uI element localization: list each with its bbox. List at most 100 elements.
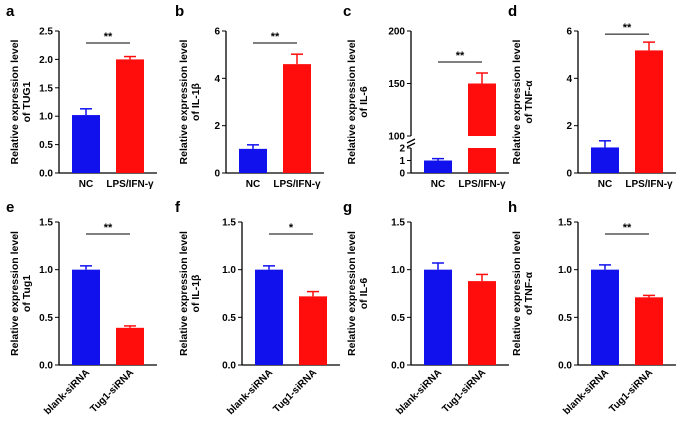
bar bbox=[635, 297, 663, 365]
y-tick-label: 4 bbox=[214, 74, 220, 85]
bar bbox=[424, 160, 452, 173]
x-tick-label: Tug1-siRNA bbox=[440, 367, 488, 415]
y-axis-label-line1: Relative expression level bbox=[346, 231, 358, 356]
x-tick-label: blank-siRNA bbox=[42, 367, 92, 417]
y-axis-label-line2: of TNF-α bbox=[523, 80, 535, 124]
bar bbox=[591, 147, 619, 173]
bar bbox=[299, 296, 327, 365]
y-axis-label-line1: Relative expression level bbox=[346, 39, 358, 164]
x-tick-label: LPS/IFN-γ bbox=[273, 179, 321, 190]
y-axis-label-line2: of IL-6 bbox=[358, 278, 370, 310]
bar bbox=[116, 59, 144, 173]
y-tick-label: 1.5 bbox=[39, 218, 53, 229]
y-axis-label: Relative expression levelof TNF-α bbox=[511, 231, 535, 356]
y-axis-label-line1: Relative expression level bbox=[511, 39, 523, 164]
y-axis-label: Relative expression levelof IL-1β bbox=[178, 231, 202, 356]
y-axis-label-line1: Relative expression level bbox=[178, 231, 190, 356]
x-tick-label: NC bbox=[598, 179, 612, 190]
x-tick-label: NC bbox=[431, 179, 445, 190]
panel-letter: e bbox=[6, 199, 14, 216]
y-tick-label: 0.5 bbox=[558, 313, 572, 324]
y-tick-label: 2.0 bbox=[39, 55, 53, 66]
y-tick-label: 100 bbox=[388, 132, 405, 143]
y-axis-label-line2: of TUG1 bbox=[21, 81, 33, 122]
y-axis-label-line1: Relative expression level bbox=[511, 231, 523, 356]
y-tick-label: 200 bbox=[388, 27, 405, 38]
x-tick-label: Tug1-siRNA bbox=[607, 367, 655, 415]
y-tick-label: 1.0 bbox=[39, 112, 53, 123]
x-tick-label: NC bbox=[79, 179, 93, 190]
x-tick-label: Tug1-siRNA bbox=[271, 367, 319, 415]
x-tick-label: blank-siRNA bbox=[394, 367, 444, 417]
panel-letter: c bbox=[343, 3, 351, 20]
chart-panel-h: h Relative expression levelof TNF-α 0.0 0.5… bbox=[508, 199, 676, 417]
chart-panel-e: e Relative expression levelof Tug1 0.0 0.5 1… bbox=[6, 199, 157, 417]
bar-lower-segment bbox=[468, 148, 496, 173]
bar bbox=[283, 64, 311, 173]
y-tick-label: 150 bbox=[388, 79, 405, 90]
y-axis-label: Relative expression levelof IL-6 bbox=[346, 39, 370, 164]
y-tick-label: 2 bbox=[566, 121, 572, 132]
panel-letter: d bbox=[508, 3, 517, 20]
x-tick-label: NC bbox=[246, 179, 260, 190]
significance-marker: ** bbox=[456, 50, 465, 62]
y-axis-label-line2: of IL-1β bbox=[190, 274, 202, 312]
y-tick-label: 2 bbox=[399, 144, 405, 155]
y-axis-label: Relative expression levelof Tug1 bbox=[9, 231, 33, 356]
panel-letter: a bbox=[6, 3, 15, 20]
panel-letter: b bbox=[175, 3, 184, 20]
y-tick-label: 1.5 bbox=[391, 218, 405, 229]
y-axis-label-line1: Relative expression level bbox=[9, 231, 21, 356]
chart-panel-b: b Relative expression levelof IL-1β 0 2 4 6 NC… bbox=[175, 3, 324, 190]
y-tick-label: 6 bbox=[214, 27, 220, 38]
y-axis-label-line2: of TNF-α bbox=[523, 271, 535, 315]
significance-marker: ** bbox=[104, 222, 113, 234]
chart-panel-f: f Relative expression levelof IL-1β 0.0 0.5… bbox=[175, 199, 340, 417]
panel-letter: g bbox=[343, 199, 352, 216]
y-tick-label: 0.5 bbox=[391, 313, 405, 324]
y-tick-label: 0.5 bbox=[39, 140, 53, 151]
bar bbox=[116, 327, 144, 365]
y-tick-label: 1.0 bbox=[39, 265, 53, 276]
bar bbox=[468, 281, 496, 365]
x-tick-label: Tug1-siRNA bbox=[88, 367, 136, 415]
x-tick-label: blank-siRNA bbox=[225, 367, 275, 417]
y-axis-label: Relative expression levelof IL-6 bbox=[346, 231, 370, 356]
significance-marker: ** bbox=[623, 222, 632, 234]
y-tick-label: 1.5 bbox=[222, 218, 236, 229]
y-axis-label: Relative expression levelof TNF-α bbox=[511, 39, 535, 164]
y-tick-label: 0.5 bbox=[39, 313, 53, 324]
y-tick-label: 1.0 bbox=[222, 265, 236, 276]
x-tick-label: LPS/IFN-γ bbox=[458, 179, 506, 190]
y-tick-label: 0 bbox=[399, 169, 405, 180]
y-axis-label-line2: of IL-6 bbox=[358, 86, 370, 118]
y-tick-label: 6 bbox=[566, 27, 572, 38]
significance-marker: ** bbox=[271, 31, 280, 43]
y-tick-label: 2.5 bbox=[39, 27, 53, 38]
significance-marker: * bbox=[289, 222, 294, 234]
bar bbox=[72, 115, 100, 173]
y-axis-label-line1: Relative expression level bbox=[9, 39, 21, 164]
y-axis-label-line2: of IL-1β bbox=[190, 82, 202, 120]
bar bbox=[239, 148, 267, 173]
y-tick-label: 0 bbox=[566, 169, 572, 180]
x-tick-label: LPS/IFN-γ bbox=[625, 179, 673, 190]
axis-break-mark bbox=[406, 142, 416, 148]
y-tick-label: 1.5 bbox=[558, 218, 572, 229]
y-tick-label: 0.0 bbox=[39, 361, 53, 372]
bar bbox=[255, 269, 283, 365]
y-tick-label: 0.0 bbox=[391, 361, 405, 372]
y-axis-label-line2: of Tug1 bbox=[21, 275, 33, 312]
bar bbox=[635, 50, 663, 174]
y-axis-label-line1: Relative expression level bbox=[178, 39, 190, 164]
y-tick-label: 0.0 bbox=[39, 169, 53, 180]
chart-panel-d: d Relative expression levelof TNF-α 0 2 4 6 NC… bbox=[508, 3, 676, 190]
y-tick-label: 1.0 bbox=[391, 265, 405, 276]
y-tick-label: 2 bbox=[214, 121, 220, 132]
bar bbox=[72, 269, 100, 365]
y-tick-label: 1.5 bbox=[39, 83, 53, 94]
chart-panel-a: a Relative expression levelof TUG1 0.0 0.5 1… bbox=[6, 3, 157, 190]
panel-letter: h bbox=[508, 199, 517, 216]
